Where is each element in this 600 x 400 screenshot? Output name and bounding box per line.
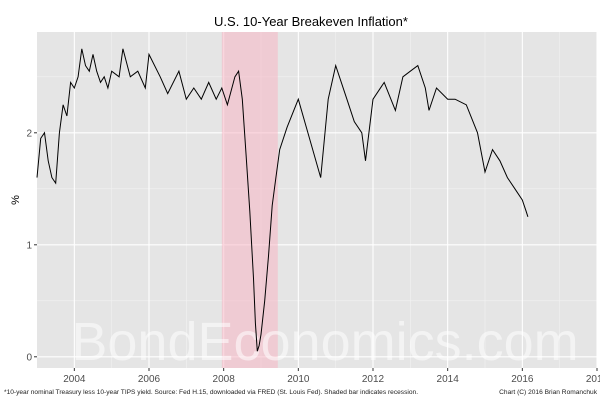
x-tick-label: 2004 — [63, 374, 86, 385]
y-tick-label: 0 — [26, 352, 32, 363]
y-tick-label: 2 — [26, 128, 32, 139]
x-tick-label: 2018 — [586, 374, 600, 385]
plot-panel — [37, 32, 597, 368]
watermark: BondEconomics.com — [71, 312, 578, 372]
x-tick-label: 2016 — [511, 374, 534, 385]
credit: Chart (C) 2016 Brian Romanchuk — [499, 389, 598, 396]
series-line — [36, 48, 529, 352]
y-tick-label: 1 — [26, 240, 32, 251]
footnote: *10-year nominal Treasury less 10-year T… — [4, 389, 418, 396]
recession-band — [221, 32, 278, 368]
x-tick-label: 2010 — [287, 374, 310, 385]
y-axis: 0 1 2 — [26, 128, 37, 363]
y-axis-label: % — [10, 195, 22, 205]
x-axis: 2004 2006 2008 2010 2012 2014 2016 2018 — [63, 368, 600, 385]
x-tick-label: 2008 — [213, 374, 236, 385]
x-tick-label: 2014 — [437, 374, 460, 385]
x-tick-label: 2012 — [362, 374, 385, 385]
x-tick-label: 2006 — [138, 374, 161, 385]
major-gridlines — [37, 32, 598, 368]
chart-title: U.S. 10-Year Breakeven Inflation* — [214, 14, 408, 29]
